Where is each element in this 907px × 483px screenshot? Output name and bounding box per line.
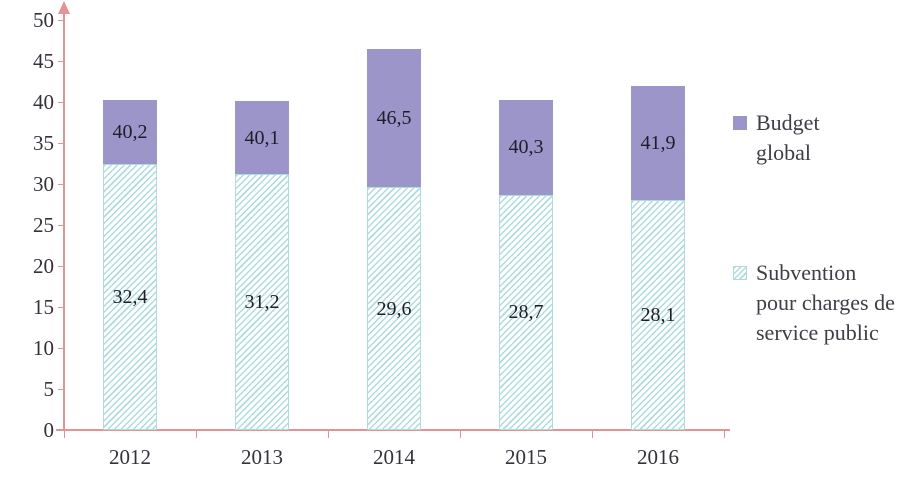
bar-segment-budget-2016 <box>631 86 685 200</box>
y-axis-tick-label: 25 <box>33 213 54 237</box>
value-label-subvention-2016: 28,1 <box>640 303 676 326</box>
y-axis-tick-label: 40 <box>33 90 54 114</box>
value-label-subvention-2012: 32,4 <box>112 286 148 309</box>
y-axis-tick-label: 10 <box>33 336 54 360</box>
x-axis-category-label: 2014 <box>373 445 415 469</box>
plot-area: 40,2 32,4 40,1 31,2 46,5 29,6 40,3 28,7 41,9 28,1 <box>56 1 730 438</box>
legend-swatch-subvention <box>733 266 747 280</box>
y-axis-tick-label: 30 <box>33 172 54 196</box>
y-axis-tick-label: 50 <box>33 8 54 32</box>
x-axis-tick-mark <box>723 431 725 438</box>
y-axis-tick-mark <box>58 224 63 226</box>
x-axis-line <box>56 429 730 431</box>
value-label-budget-2012: 40,2 <box>112 121 148 144</box>
x-axis-category-label: 2015 <box>505 445 547 469</box>
y-axis-tick-label: 15 <box>33 295 54 319</box>
x-axis-tick-mark <box>195 431 197 438</box>
y-axis-tick-mark <box>58 142 63 144</box>
value-label-subvention-2013: 31,2 <box>244 291 280 314</box>
value-label-budget-2016: 41,9 <box>640 132 676 154</box>
x-axis-tick-mark <box>327 431 329 438</box>
value-label-budget-2015: 40,3 <box>508 136 544 159</box>
bar-segment-budget-2013 <box>235 101 289 175</box>
x-axis-category-label: 2013 <box>241 445 283 469</box>
y-axis-tick-mark <box>58 429 63 431</box>
bar-segment-subvention-2012 <box>103 164 157 430</box>
legend-label-budget-global: Budget global <box>756 110 820 165</box>
value-label-budget-2014: 46,5 <box>376 107 412 129</box>
y-axis-arrow-icon <box>58 1 70 14</box>
y-axis-tick-label: 20 <box>33 254 54 278</box>
y-axis-tick-label: 5 <box>43 377 55 401</box>
value-label-subvention-2014: 29,6 <box>376 297 412 320</box>
y-axis-line <box>63 14 65 430</box>
legend-item-budget-global: Budget global <box>733 108 856 168</box>
y-axis-tick-mark <box>58 388 63 390</box>
x-axis-tick-mark <box>459 431 461 438</box>
y-axis-tick-mark <box>58 19 63 21</box>
y-axis-tick-label: 45 <box>33 49 54 73</box>
y-axis-tick-mark <box>58 265 63 267</box>
bar-segment-budget-2015 <box>499 99 553 195</box>
bar-segment-subvention-2016 <box>631 199 685 430</box>
y-axis-tick-mark <box>58 60 63 62</box>
legend-item-subvention: Subvention pour charges de service publi… <box>733 258 901 348</box>
x-axis-tick-mark <box>591 431 593 438</box>
y-axis-tick-label: 0 <box>43 418 55 442</box>
bar-segment-subvention-2014 <box>367 187 421 430</box>
value-label-budget-2013: 40,1 <box>244 126 280 149</box>
legend-swatch-budget-global <box>733 116 747 130</box>
y-axis-tick-label: 35 <box>33 131 54 155</box>
x-axis-tick-mark <box>63 431 65 438</box>
y-axis-tick-mark <box>58 347 63 349</box>
bar-segment-budget-2012 <box>103 100 157 165</box>
value-label-subvention-2015: 28,7 <box>508 301 544 324</box>
bar-segment-subvention-2013 <box>235 174 289 430</box>
y-axis-tick-mark <box>58 101 63 103</box>
x-axis-category-label: 2012 <box>109 445 151 469</box>
bar-segment-budget-2014 <box>367 48 421 188</box>
y-axis-tick-mark <box>58 306 63 308</box>
y-axis-tick-mark <box>58 183 63 185</box>
bar-segment-subvention-2015 <box>499 194 553 430</box>
legend-label-subvention: Subvention pour charges de service publi… <box>756 260 895 345</box>
x-axis-category-label: 2016 <box>637 445 679 469</box>
